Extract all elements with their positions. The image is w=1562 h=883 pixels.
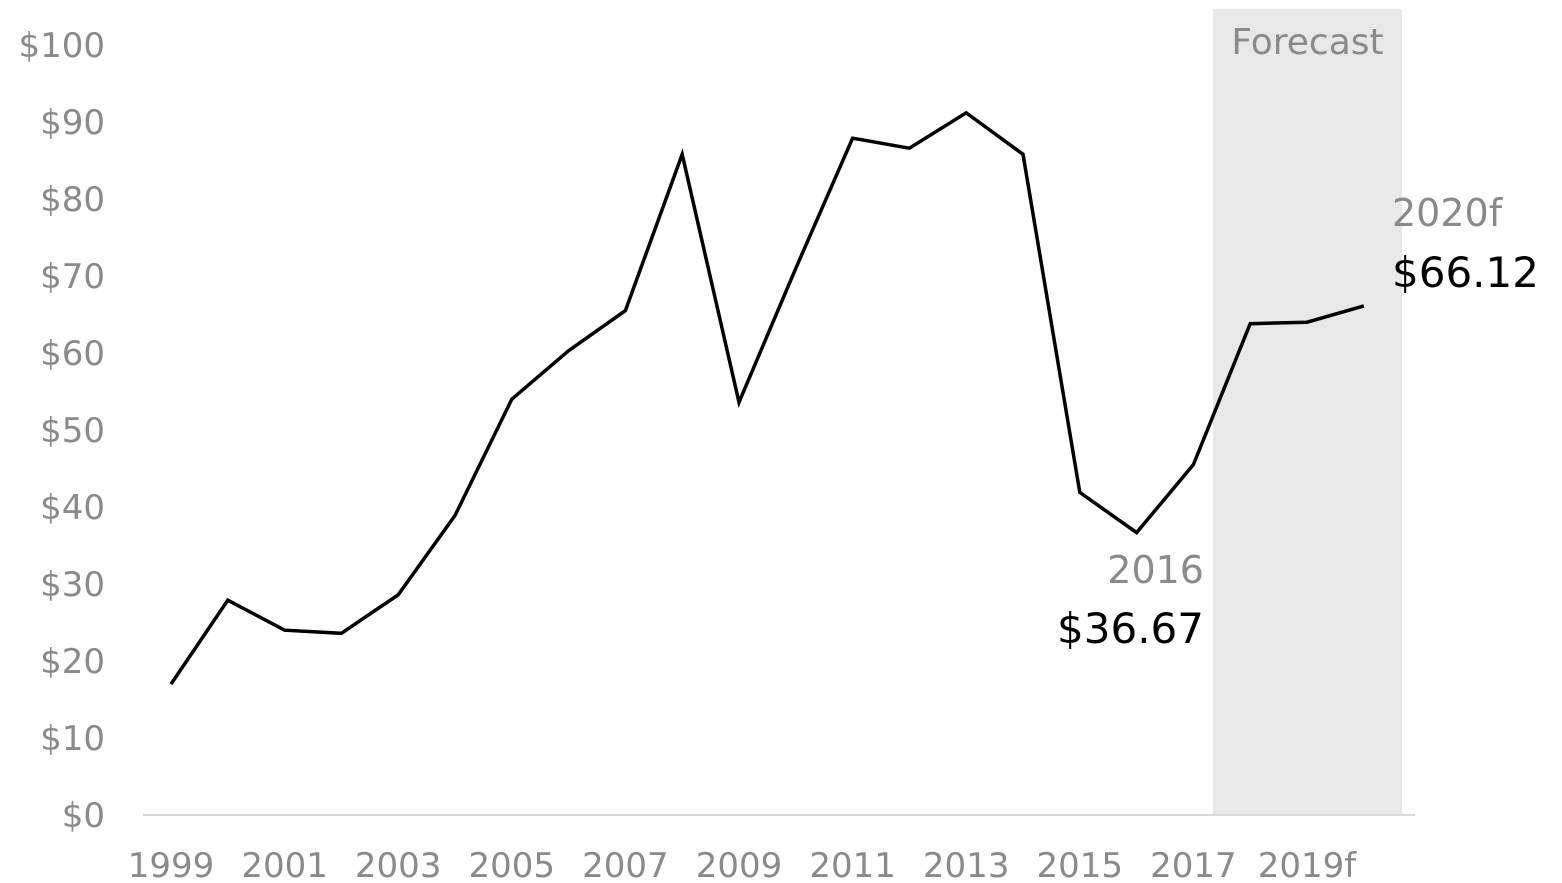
y-tick-label: $30	[40, 565, 105, 605]
forecast-label: Forecast	[1231, 22, 1383, 63]
y-tick-label: $90	[40, 103, 105, 143]
x-tick-label: 1999	[128, 846, 215, 883]
y-tick-label: $70	[40, 257, 105, 297]
x-tick-label: 2013	[923, 846, 1010, 883]
annotation-value: $36.67	[1057, 604, 1204, 653]
annotation-value: $66.12	[1392, 248, 1539, 297]
x-tick-label: 2017	[1150, 846, 1237, 883]
y-tick-label: $60	[40, 334, 105, 374]
forecast-band	[1213, 9, 1402, 815]
y-tick-label: $50	[40, 411, 105, 451]
x-tick-label: 2003	[355, 846, 442, 883]
x-tick-label: 2007	[582, 846, 669, 883]
y-tick-label: $0	[62, 796, 105, 836]
x-tick-label: 2019f	[1258, 846, 1358, 883]
series-line	[169, 110, 1365, 686]
y-tick-label: $10	[40, 719, 105, 759]
x-tick-label: 2011	[809, 846, 896, 883]
x-tick-label: 2015	[1037, 846, 1124, 883]
y-tick-label: $80	[40, 180, 105, 220]
y-tick-label: $20	[40, 642, 105, 682]
annotation-year: 2016	[1107, 548, 1204, 592]
annotation-year: 2020f	[1392, 191, 1504, 235]
x-tick-label: 2005	[469, 846, 556, 883]
y-tick-label: $100	[18, 26, 105, 66]
x-tick-label: 2009	[696, 846, 783, 883]
y-tick-label: $40	[40, 488, 105, 528]
x-tick-label: 2001	[241, 846, 328, 883]
